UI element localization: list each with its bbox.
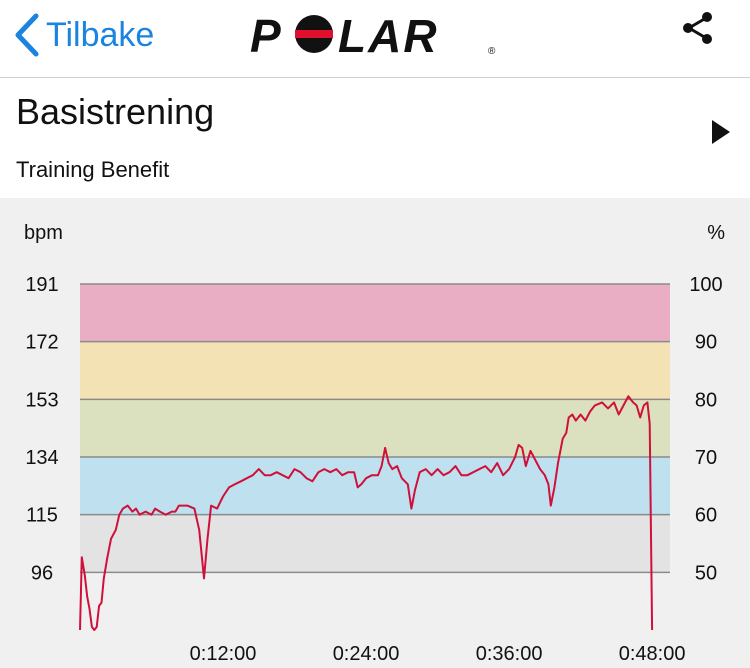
x-tick-label: 0:48:00 [619,643,686,665]
zone-light [80,457,670,515]
zone-max [80,284,670,342]
share-icon[interactable] [678,8,718,48]
right-tick-label: 80 [695,389,717,411]
right-tick-label: 90 [695,332,717,354]
session-header: Basistrening Training Benefit [0,79,750,198]
top-navigation-bar: Tilbake P LAR ® [0,0,750,78]
left-tick-label: 134 [25,447,58,469]
zone-very-light [80,514,670,573]
left-tick-label: 96 [31,562,53,584]
left-tick-label: 191 [25,274,58,296]
x-tick-label: 0:12:00 [190,643,257,665]
right-tick-label: 100 [689,274,722,296]
x-tick-label: 0:24:00 [333,643,400,665]
play-icon[interactable] [708,117,734,147]
zone-hard [80,341,670,400]
chevron-left-icon [15,13,39,57]
logo-letter-p: P [250,12,283,56]
x-tick-label: 0:36:00 [476,643,543,665]
logo-letters-lar: LAR [338,12,439,56]
back-button[interactable]: Tilbake [14,10,154,60]
page-title: Basistrening [16,91,215,132]
right-tick-label: 50 [695,562,717,584]
training-benefit-label: Training Benefit [16,157,170,182]
back-label: Tilbake [46,15,155,54]
left-tick-label: 153 [25,389,58,411]
zone-moderate [80,399,670,457]
heart-rate-chart-panel: bpm % 191 100 172 90 153 80 134 70 115 60 96 50 0:12… [0,198,750,668]
left-tick-label: 115 [26,505,58,527]
polar-logo: P LAR ® [250,12,496,56]
logo-registered-mark: ® [488,46,496,56]
heart-rate-line [79,395,654,631]
right-axis-label: % [707,222,725,244]
heart-rate-chart: bpm % 191 100 172 90 153 80 134 70 115 60 96 50 0:12… [24,222,725,665]
right-tick-label: 60 [695,505,717,527]
left-tick-label: 172 [25,332,58,354]
logo-o-stripe [295,30,333,38]
left-axis-label: bpm [24,222,63,244]
right-tick-label: 70 [695,447,717,469]
